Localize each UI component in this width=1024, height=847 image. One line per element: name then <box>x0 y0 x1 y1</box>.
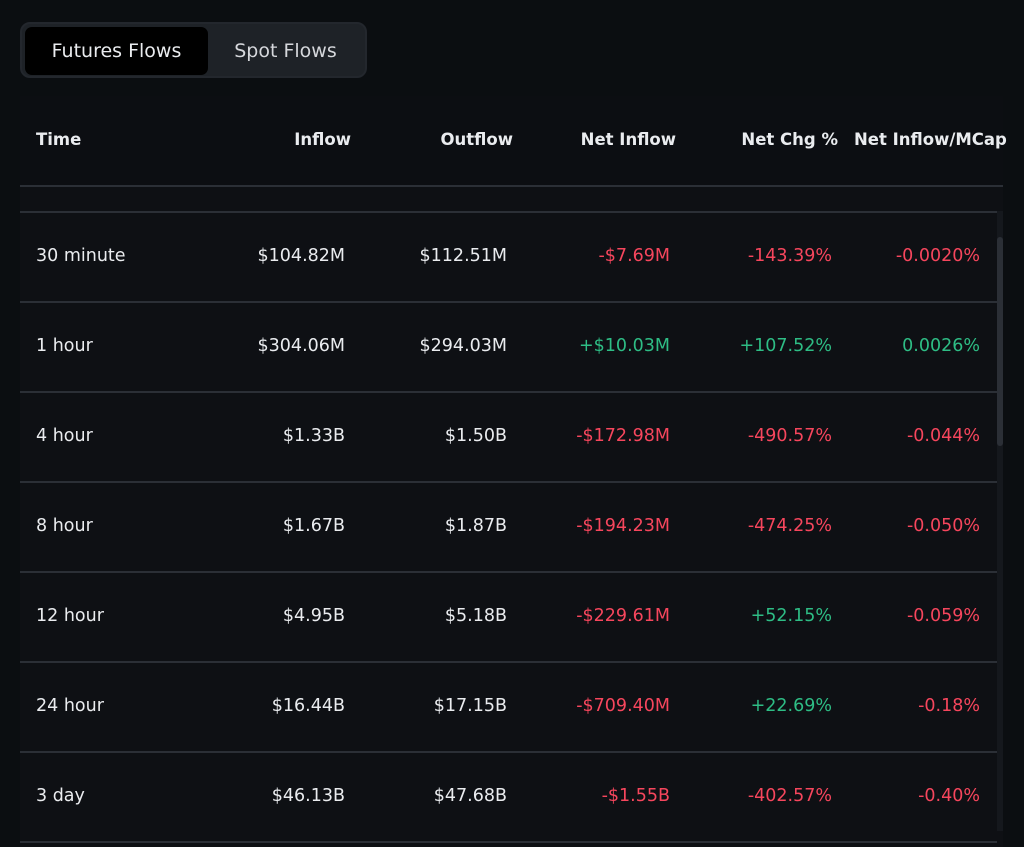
cell-inflow: $1.33B <box>282 426 345 446</box>
cell-inflow: $1.67B <box>282 516 345 536</box>
flow-type-tabs: Futures Flows Spot Flows <box>20 22 367 78</box>
header-outflow[interactable]: Outflow <box>440 130 513 149</box>
cell-net-chg: -402.57% <box>747 786 832 806</box>
cell-inflow: $46.13B <box>271 786 345 806</box>
table-row[interactable]: 8 hour $1.67B $1.87B -$194.23M -474.25% -0.05… <box>20 483 997 573</box>
cell-time: 1 hour <box>36 336 93 356</box>
cell-time: 12 hour <box>36 606 104 626</box>
cell-mcap: -0.0020% <box>895 246 980 266</box>
cell-outflow: $1.50B <box>444 426 507 446</box>
cell-outflow: $17.15B <box>433 696 507 716</box>
header-net-inflow-mcap[interactable]: Net Inflow/MCap <box>854 130 1007 149</box>
cell-inflow: $104.82M <box>257 246 345 266</box>
cell-net-inflow: -$1.55B <box>601 786 670 806</box>
cell-time: 8 hour <box>36 516 93 536</box>
cell-time: 4 hour <box>36 426 93 446</box>
cell-net-chg: +52.15% <box>750 606 832 626</box>
header-net-inflow[interactable]: Net Inflow <box>580 130 676 149</box>
cell-inflow: $4.95B <box>282 606 345 626</box>
cell-outflow: $5.18B <box>444 606 507 626</box>
cell-mcap: -0.059% <box>906 606 980 626</box>
cell-net-inflow: -$194.23M <box>576 516 670 536</box>
scrollbar[interactable] <box>997 211 1003 831</box>
cell-net-chg: +22.69% <box>750 696 832 716</box>
cell-outflow: $47.68B <box>433 786 507 806</box>
table-row[interactable]: 3 day $46.13B $47.68B -$1.55B -402.57% -0.40% <box>20 753 997 843</box>
cell-net-inflow: +$10.03M <box>579 336 670 356</box>
cell-net-chg: +107.52% <box>739 336 832 356</box>
cell-net-inflow: -$229.61M <box>576 606 670 626</box>
cell-outflow: $112.51M <box>419 246 507 266</box>
cell-outflow: $294.03M <box>419 336 507 356</box>
table-row[interactable]: 30 minute $104.82M $112.51M -$7.69M -143.39%… <box>20 213 997 303</box>
header-net-chg[interactable]: Net Chg % <box>741 130 838 149</box>
cell-outflow: $1.87B <box>444 516 507 536</box>
cell-time: 30 minute <box>36 246 126 266</box>
cell-mcap: -0.40% <box>918 786 980 806</box>
cell-mcap: -0.044% <box>906 426 980 446</box>
table-row[interactable]: 1 hour $304.06M $294.03M +$10.03M +107.52% 0.… <box>20 303 997 393</box>
tab-spot-flows[interactable]: Spot Flows <box>234 40 337 62</box>
table-row[interactable]: 24 hour $16.44B $17.15B -$709.40M +22.69% -0.… <box>20 663 997 753</box>
table-spacer <box>20 187 997 213</box>
cell-inflow: $16.44B <box>271 696 345 716</box>
cell-net-inflow: -$172.98M <box>576 426 670 446</box>
table-row[interactable]: 4 hour $1.33B $1.50B -$172.98M -490.57% -0.04… <box>20 393 997 483</box>
cell-inflow: $304.06M <box>257 336 345 356</box>
flows-table: Time Inflow Outflow Net Inflow Net Chg %… <box>20 96 1007 847</box>
cell-net-chg: -490.57% <box>747 426 832 446</box>
cell-net-chg: -143.39% <box>747 246 832 266</box>
table-row[interactable]: 12 hour $4.95B $5.18B -$229.61M +52.15% -0.05… <box>20 573 997 663</box>
cell-net-inflow: -$7.69M <box>598 246 670 266</box>
table-header: Time Inflow Outflow Net Inflow Net Chg %… <box>20 96 1007 187</box>
header-inflow[interactable]: Inflow <box>294 130 351 149</box>
cell-mcap: 0.0026% <box>902 336 980 356</box>
cell-net-inflow: -$709.40M <box>576 696 670 716</box>
cell-time: 3 day <box>36 786 85 806</box>
scrollbar-thumb[interactable] <box>997 237 1003 446</box>
header-time[interactable]: Time <box>36 130 82 149</box>
cell-net-chg: -474.25% <box>747 516 832 536</box>
tab-futures-flows[interactable]: Futures Flows <box>25 27 208 75</box>
cell-mcap: -0.050% <box>906 516 980 536</box>
cell-mcap: -0.18% <box>918 696 980 716</box>
cell-time: 24 hour <box>36 696 104 716</box>
